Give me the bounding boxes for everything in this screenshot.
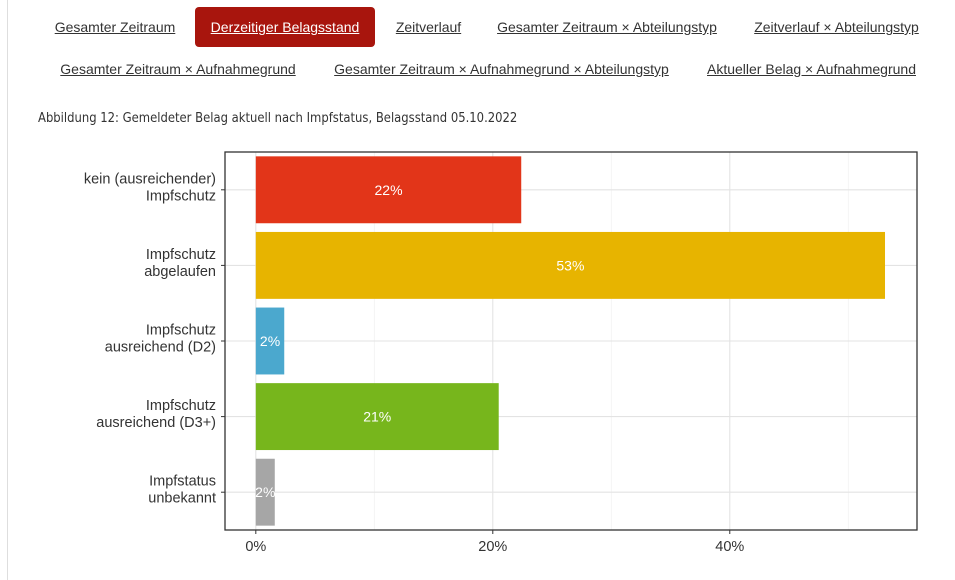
- bar-value-label: 2%: [260, 333, 280, 349]
- bar-value-label: 53%: [556, 257, 584, 273]
- category-label: Impfschutz abgelaufen: [144, 247, 216, 280]
- category-label-line: Impfstatus: [149, 474, 216, 490]
- bar: [255, 458, 275, 526]
- category-label-line: ausreichend (D2): [105, 340, 216, 356]
- tab-gesamter-zeitraum[interactable]: Gesamter Zeitraum: [54, 19, 176, 35]
- category-label-line: Impfschutz: [146, 247, 216, 263]
- category-label: Impfstatus unbekannt: [148, 474, 216, 507]
- tab-gesamter-zeitraum-abteilungstyp[interactable]: Gesamter Zeitraum × Abteilungstyp: [497, 19, 717, 35]
- x-tick-label: 0%: [245, 539, 266, 555]
- x-axis-ticks: 0% 20% 40%: [245, 530, 744, 555]
- y-axis-labels: kein (ausreichender) ImpfschutzImpfschutz…: [84, 171, 225, 507]
- tab-derzeitiger-belagsstand[interactable]: Derzeitiger Belagsstand: [195, 7, 375, 47]
- chart-bars: 22% 53% 2% 21% 2%: [255, 156, 886, 526]
- bar-value-label: 2%: [255, 484, 275, 500]
- category-label-line: unbekannt: [148, 491, 216, 507]
- category-label: Impfschutz ausreichend (D3+): [96, 398, 216, 431]
- nav-row-2: Gesamter Zeitraum × Aufnahmegrund Gesamte…: [0, 49, 955, 89]
- category-label-line: abgelaufen: [144, 264, 216, 280]
- bar-value-label: 21%: [363, 409, 391, 425]
- category-label: Impfschutz ausreichend (D2): [105, 323, 216, 356]
- category-label: kein (ausreichender) Impfschutz: [84, 171, 216, 204]
- bar: [255, 307, 285, 375]
- category-label-line: ausreichend (D3+): [96, 415, 216, 431]
- bar-value-label: 22%: [375, 182, 403, 198]
- tab-zeitverlauf[interactable]: Zeitverlauf: [395, 19, 462, 35]
- category-label-line: Impfschutz: [146, 188, 216, 204]
- bar-chart: 22%53%2%21%2% kein (ausreichender) Impfsc…: [84, 151, 918, 555]
- category-label-line: Impfschutz: [146, 398, 216, 414]
- category-label-line: Impfschutz: [146, 323, 216, 339]
- bar: [255, 231, 886, 299]
- nav-row-1: Gesamter Zeitraum Derzeitiger Belagsstand…: [0, 7, 955, 47]
- tab-gesamter-zeitraum-aufnahmegrund[interactable]: Gesamter Zeitraum × Aufnahmegrund: [60, 61, 296, 77]
- x-tick-label: 40%: [715, 539, 744, 555]
- figure-title: Abbildung 12: Gemeldeter Belag aktuell n…: [38, 110, 518, 126]
- category-label-line: kein (ausreichender): [84, 171, 216, 187]
- page-left-border: [7, 0, 8, 580]
- tab-gesamter-zeitraum-aufnahmegrund-abteilungstyp[interactable]: Gesamter Zeitraum × Aufnahmegrund × Abte…: [334, 61, 669, 77]
- tab-zeitverlauf-abteilungstyp[interactable]: Zeitverlauf × Abteilungstyp: [754, 19, 919, 35]
- bar: [255, 156, 522, 224]
- bar: [255, 383, 499, 451]
- x-tick-label: 20%: [478, 539, 507, 555]
- tab-aktueller-belag-aufnahmegrund[interactable]: Aktueller Belag × Aufnahmegrund: [707, 61, 916, 77]
